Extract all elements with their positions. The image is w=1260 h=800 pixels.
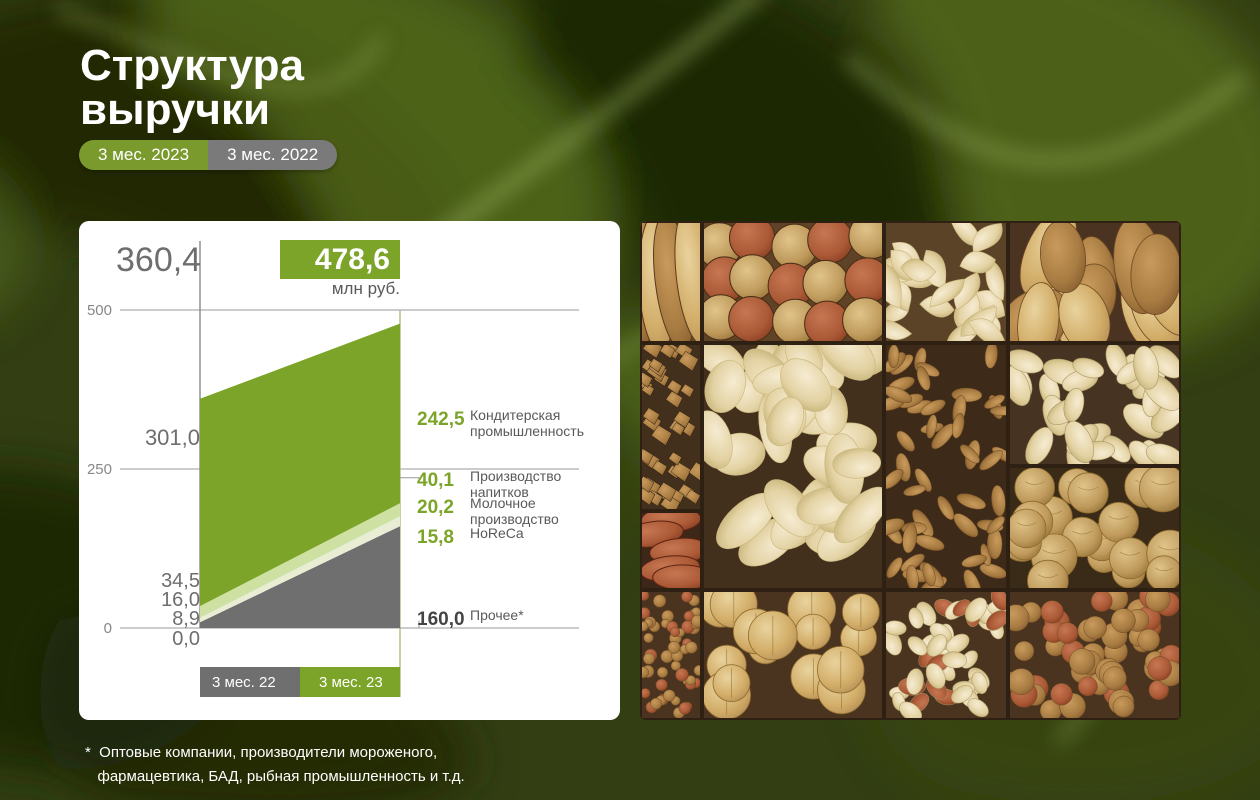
svg-text:20,2: 20,2 — [417, 497, 454, 518]
svg-text:242,5: 242,5 — [417, 409, 465, 430]
svg-text:0,0: 0,0 — [172, 628, 200, 650]
svg-text:34,5: 34,5 — [161, 570, 200, 592]
svg-text:478,6: 478,6 — [315, 243, 390, 276]
svg-text:0: 0 — [104, 620, 112, 637]
svg-text:Молочное: Молочное — [470, 495, 536, 511]
svg-text:Кондитерская: Кондитерская — [470, 407, 560, 423]
svg-text:3 мес. 22: 3 мес. 22 — [212, 674, 276, 691]
svg-text:промышленность: промышленность — [470, 423, 584, 439]
svg-text:HoReCa: HoReCa — [470, 525, 524, 541]
svg-text:Прочее*: Прочее* — [470, 607, 524, 623]
svg-text:40,1: 40,1 — [417, 470, 454, 491]
svg-text:16,0: 16,0 — [161, 589, 200, 611]
svg-text:15,8: 15,8 — [417, 527, 454, 548]
svg-text:8,9: 8,9 — [172, 608, 200, 630]
svg-text:млн руб.: млн руб. — [332, 279, 400, 298]
svg-text:Производство: Производство — [470, 468, 561, 484]
svg-text:250: 250 — [87, 461, 112, 478]
svg-text:500: 500 — [87, 302, 112, 319]
svg-text:360,4: 360,4 — [116, 241, 201, 279]
svg-text:301,0: 301,0 — [145, 425, 200, 450]
svg-text:160,0: 160,0 — [417, 609, 465, 630]
svg-text:3 мес. 23: 3 мес. 23 — [319, 674, 383, 691]
